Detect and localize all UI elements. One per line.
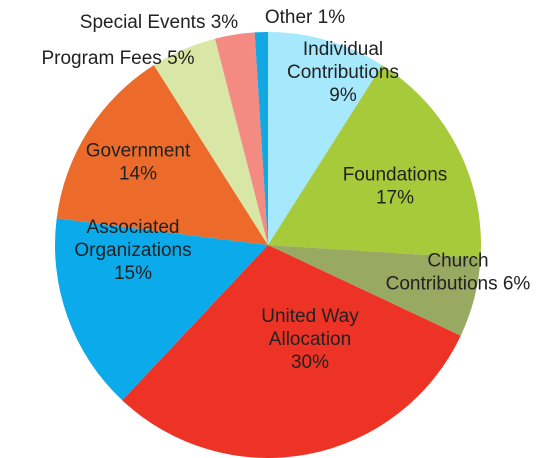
slice-label-united-way-allocation: United Way Allocation 30%	[261, 306, 359, 373]
pie-slice-church-contributions	[268, 245, 481, 336]
slice-label-special-events: Special Events 3%	[80, 12, 239, 33]
slice-label-church-contributions: Church Contributions 6%	[386, 251, 531, 295]
pie-slice-program-fees	[153, 38, 268, 245]
pie-slice-individual-contributions	[268, 32, 383, 245]
pie-slice-government	[56, 65, 269, 246]
pie-slice-associated-organizations	[54, 218, 268, 401]
pie-slice-other	[254, 32, 268, 245]
pie-slice-special-events	[215, 32, 268, 246]
pie-slices	[54, 32, 481, 458]
slice-label-foundations: Foundations 17%	[343, 165, 448, 209]
slice-label-individual-contributions: Individual Contributions 9%	[287, 39, 399, 106]
slice-label-program-fees: Program Fees 5%	[41, 48, 194, 69]
slice-label-government: Government 14%	[86, 141, 191, 185]
slice-label-other: Other 1%	[265, 7, 345, 28]
pie-slice-united-way-allocation	[122, 245, 461, 458]
pie-slice-foundations	[268, 65, 481, 259]
pie-labels: Individual Contributions 9% Foundations 17% C…	[41, 7, 530, 373]
slice-label-associated-organizations: Associated Organizations 15%	[74, 217, 191, 284]
